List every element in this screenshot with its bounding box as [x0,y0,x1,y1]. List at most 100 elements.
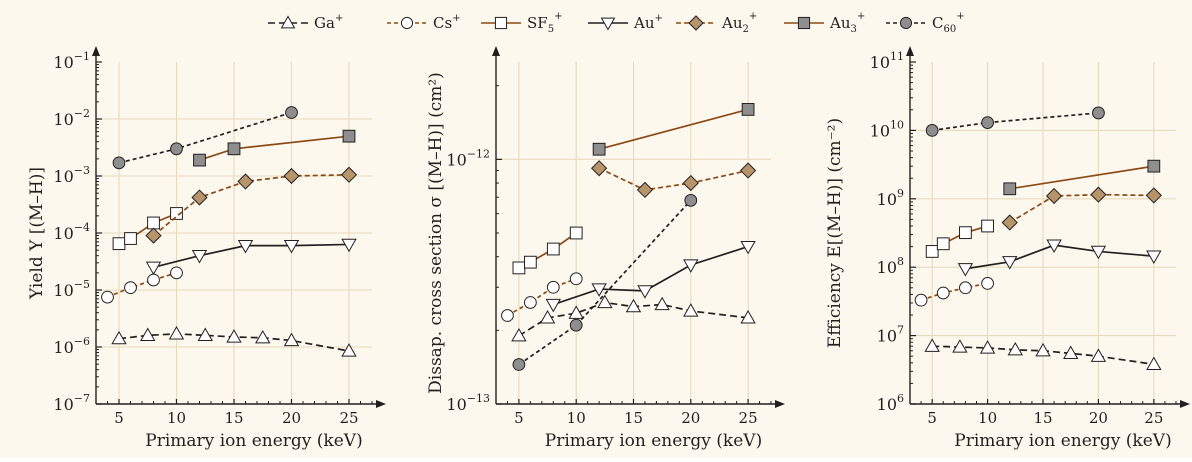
data-point [925,124,939,137]
data-point [140,327,156,341]
y-tick-label: 106 [877,392,904,414]
x-axis-arrow [775,400,785,408]
x-axis-label: Primary ion energy (keV) [954,431,1171,451]
data-point [226,329,242,343]
series-au3 [592,103,755,156]
data-point [511,327,527,342]
series-sf5 [512,226,583,275]
legend-label: C60+ [932,11,965,35]
data-point [936,286,950,300]
x-tick-label: 10 [167,409,186,427]
x-tick-label: 5 [927,409,937,427]
data-point [739,162,757,179]
data-point [112,237,126,251]
data-point [1003,182,1017,196]
series-cs [101,266,183,304]
data-point [957,263,974,277]
data-point [342,129,356,143]
data-point [981,116,994,129]
data-point [637,285,653,299]
series-au3 [1003,159,1161,196]
y-axis-arrow [906,46,914,56]
x-tick-label: 15 [224,409,243,427]
series-line [518,301,749,337]
y-tick-label: 10−5 [53,278,90,300]
y-tick-label: 109 [877,187,904,209]
series-line [507,277,577,317]
data-point [952,339,968,353]
series-ga [111,326,357,357]
data-point [1046,239,1062,254]
series-sf5 [925,219,994,258]
x-tick-label: 10 [978,409,997,427]
data-point [145,261,162,276]
legend-item-sf5: SF5+ [481,11,562,35]
y-tick-label: 10−6 [53,335,90,357]
series-line [598,167,749,191]
data-point [523,255,537,269]
x-tick-label: 5 [514,409,524,427]
series-au [145,238,357,276]
efficiency-panel: 5 10 15 20 25 106 107 108 109 1010 1011 Primary ion… [825,46,1190,451]
series-au [957,239,1162,277]
data-point [193,153,206,167]
data-point [591,160,608,177]
data-point [959,281,972,295]
x-axis-label: Primary ion energy (keV) [545,431,762,451]
legend-item-au2: Au2+ [676,11,757,35]
data-point [197,327,213,341]
legend-item-ga: Ga+ [268,13,343,32]
data-point [1045,187,1063,205]
y-tick-label: 10−3 [53,164,90,186]
data-point [111,330,127,345]
data-point [925,245,939,258]
data-point [683,259,699,273]
data-point [101,290,114,304]
series-ga [924,338,1162,370]
x-tick-label: 15 [1033,409,1052,427]
data-point [740,240,756,255]
data-point [636,181,654,199]
data-point [112,156,126,170]
data-point [191,189,208,206]
data-point [501,309,514,322]
x-axis-arrow [376,400,386,408]
legend-marker [280,15,296,29]
y-tick-label: 108 [877,255,904,277]
series-line [598,108,749,151]
y-tick-label: 107 [877,324,904,346]
data-point [546,280,560,294]
y-tick-label: 1010 [870,118,904,140]
legend-marker [494,16,508,30]
x-axis-label: Primary ion energy (keV) [145,431,362,451]
data-point [255,329,271,344]
series-line [920,282,988,301]
data-point [512,261,526,275]
data-point [237,173,254,190]
x-tick-label: 20 [282,409,301,427]
data-point [569,318,583,332]
data-point [684,193,698,207]
data-point [1147,159,1161,173]
y-axis-label: Yield Y [(M–H)] [27,167,47,300]
data-point [592,142,606,156]
data-point [683,303,699,317]
data-point [914,293,928,307]
data-point [168,326,185,340]
data-point [124,232,137,245]
legend-item-cs: Cs+ [387,13,461,32]
data-point [1063,345,1079,359]
legend-label: Au+ [633,13,663,32]
series-cs [501,272,583,322]
data-point [237,240,254,254]
legend-label: Au2+ [721,11,757,35]
series-ga [511,294,756,342]
legend-item-c60: C60+ [886,11,965,35]
data-point [1146,356,1162,370]
series-line [107,272,177,298]
data-point [591,283,607,297]
data-point [147,273,160,287]
data-point [1090,186,1107,203]
